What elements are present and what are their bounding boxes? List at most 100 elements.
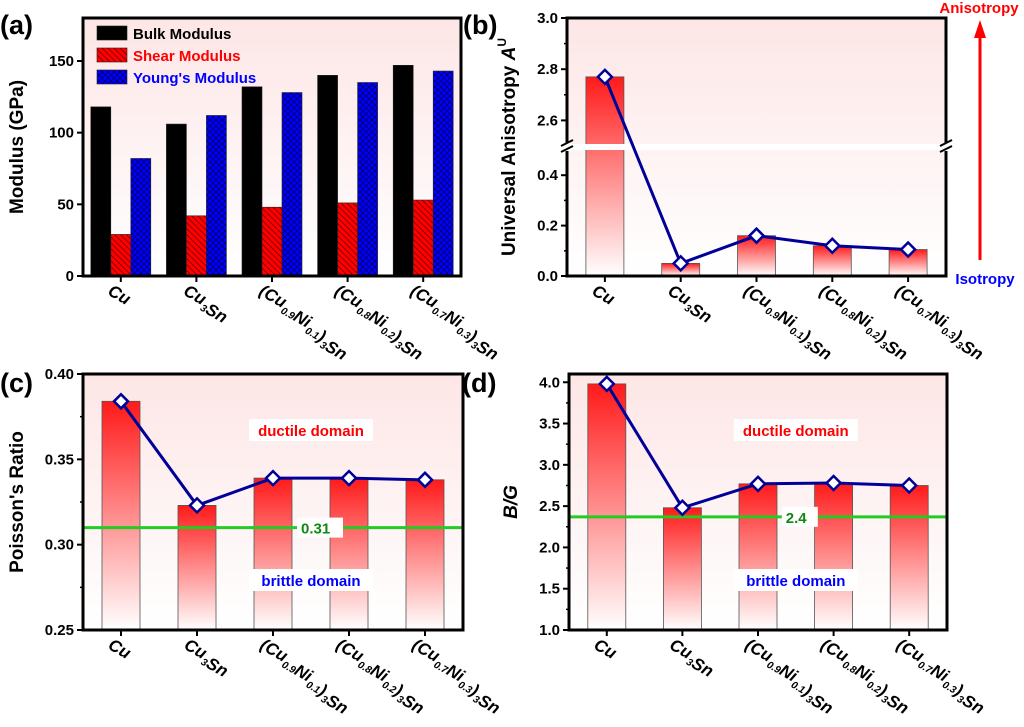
data-point-marker: [899, 240, 917, 259]
y-tick-label: 2.8: [537, 61, 558, 78]
threshold-label-bg: [297, 517, 343, 538]
y-tick-label: 3.0: [537, 10, 558, 27]
bar-young-s-modulus: [130, 158, 152, 277]
bar-shear-modulus: [412, 199, 434, 277]
bar-shear-modulus: [186, 215, 207, 277]
data-point-marker: [673, 499, 692, 517]
y-axis-label: Poisson's Ratio: [7, 431, 28, 573]
bar-shear-modulus: [110, 234, 132, 277]
italic-text: A: [499, 47, 520, 62]
anisotropy-arrow-head: [974, 20, 986, 38]
y-tick-label: 0.4: [537, 167, 559, 184]
data-point-marker: [900, 476, 918, 495]
subscript: 3: [395, 694, 406, 707]
axis-break-cut: [563, 143, 571, 151]
bar: [587, 383, 627, 631]
panel-label: (a): [0, 10, 33, 40]
y-axis-label: Universal Anisotropy AU: [495, 38, 520, 256]
text-part: Cu: [591, 635, 621, 663]
y-tick-label: 50: [57, 196, 74, 213]
ductile-domain-label: ductile domain: [743, 423, 849, 440]
subscript: 3: [955, 694, 966, 707]
bar: [889, 485, 929, 631]
axis-break-mark: [939, 139, 953, 153]
subscript: 3: [471, 694, 482, 707]
y-tick-label: 2.0: [539, 539, 560, 556]
text-part: Modulus (GPa): [7, 80, 28, 214]
brittle-domain-label: brittle domain: [261, 573, 360, 590]
x-tick-label: Cu3Sn: [178, 281, 233, 327]
bar-shear-modulus: [261, 206, 283, 277]
isotropy-label: Isotropy: [955, 271, 1015, 288]
text-part: Cu: [589, 281, 619, 309]
ductile-domain-label: ductile domain: [258, 423, 364, 440]
y-axis-label: Modulus (GPa): [7, 80, 28, 214]
subscript: 3: [802, 340, 813, 353]
subscript: 3: [199, 657, 210, 670]
italic-text: B/G: [501, 485, 522, 519]
subscript: 3: [198, 303, 209, 316]
axis-break-mark: [560, 139, 574, 153]
y-tick-label: 1.0: [539, 622, 560, 639]
data-point-marker: [824, 474, 843, 492]
bar: [405, 479, 445, 631]
data-point-marker: [188, 496, 206, 515]
data-point-marker: [112, 392, 130, 411]
subscript: 3: [469, 340, 480, 353]
legend-label: Bulk Modulus: [133, 26, 231, 43]
legend-swatch: [96, 25, 128, 41]
bar-shear-modulus: [337, 202, 358, 277]
text-part: Poisson's Ratio: [7, 431, 28, 573]
bar-bulk-modulus: [392, 65, 414, 277]
bar: [253, 477, 293, 631]
y-tick-label: 2.6: [537, 112, 558, 129]
brittle-domain-label-bg: [249, 569, 373, 591]
bar-bulk-modulus: [166, 123, 187, 277]
x-tick-label: Cu3Sn: [178, 635, 233, 681]
x-tick-label: Cu: [105, 635, 135, 663]
text-part: Universal Anisotropy: [499, 60, 520, 256]
subscript: 3: [319, 694, 330, 707]
data-point-marker: [823, 236, 842, 255]
threshold-label: 2.4: [786, 510, 808, 527]
data-point-marker: [264, 469, 282, 487]
y-tick-label: 1.5: [539, 581, 560, 598]
legend-swatch: [96, 69, 128, 85]
subscript: 3: [804, 694, 815, 707]
y-tick-label: 0.30: [45, 537, 74, 554]
axis-break-cut: [942, 143, 950, 151]
subscript: 3: [682, 303, 693, 316]
bar-bulk-modulus: [90, 106, 112, 277]
panel-label: (b): [463, 10, 497, 40]
y-tick-label: 0.2: [537, 218, 558, 235]
subscript: 3: [684, 657, 695, 670]
y-tick-label: 150: [49, 53, 74, 70]
y-tick-label: 0.40: [45, 366, 74, 383]
x-tick-label: Cu: [589, 281, 619, 309]
y-tick-label: 0.0: [537, 268, 558, 285]
bar: [101, 400, 141, 631]
subscript: 3: [318, 340, 329, 353]
subscript: 3: [879, 694, 890, 707]
subscript: 3: [954, 340, 965, 353]
ductile-domain-label-bg: [733, 419, 858, 441]
axis-break-gap: [561, 144, 952, 150]
bar-young-s-modulus: [206, 115, 227, 277]
bar: [663, 507, 702, 631]
bar: [177, 505, 217, 631]
data-point-marker: [598, 375, 616, 393]
panel-b: 0.00.20.42.62.83.0Cu Cu3Sn(Cu0.9Ni0.1)3Sn…: [463, 0, 1019, 364]
y-tick-label: 100: [49, 125, 74, 142]
bar: [814, 482, 853, 631]
subscript: 3: [393, 340, 404, 353]
legend-label: Shear Modulus: [133, 48, 241, 65]
bar-young-s-modulus: [432, 70, 454, 277]
x-tick-label: (Cu0.8Ni0.2)3Sn: [324, 281, 434, 364]
text-part: Cu: [105, 281, 135, 309]
bar-bulk-modulus: [317, 75, 338, 277]
panel-d: 2.4 ductile domain brittle domain 1.0 1.5 2.0…: [462, 368, 987, 718]
bar-young-s-modulus: [357, 82, 378, 277]
data-point-marker: [749, 475, 767, 493]
legend-label: Young's Modulus: [133, 70, 256, 87]
